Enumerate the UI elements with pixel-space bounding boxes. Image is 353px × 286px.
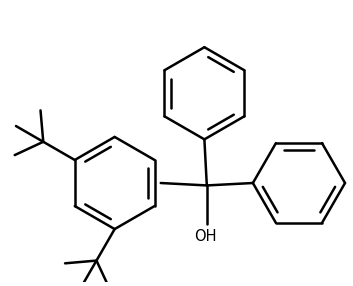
Text: OH: OH [195,229,217,244]
